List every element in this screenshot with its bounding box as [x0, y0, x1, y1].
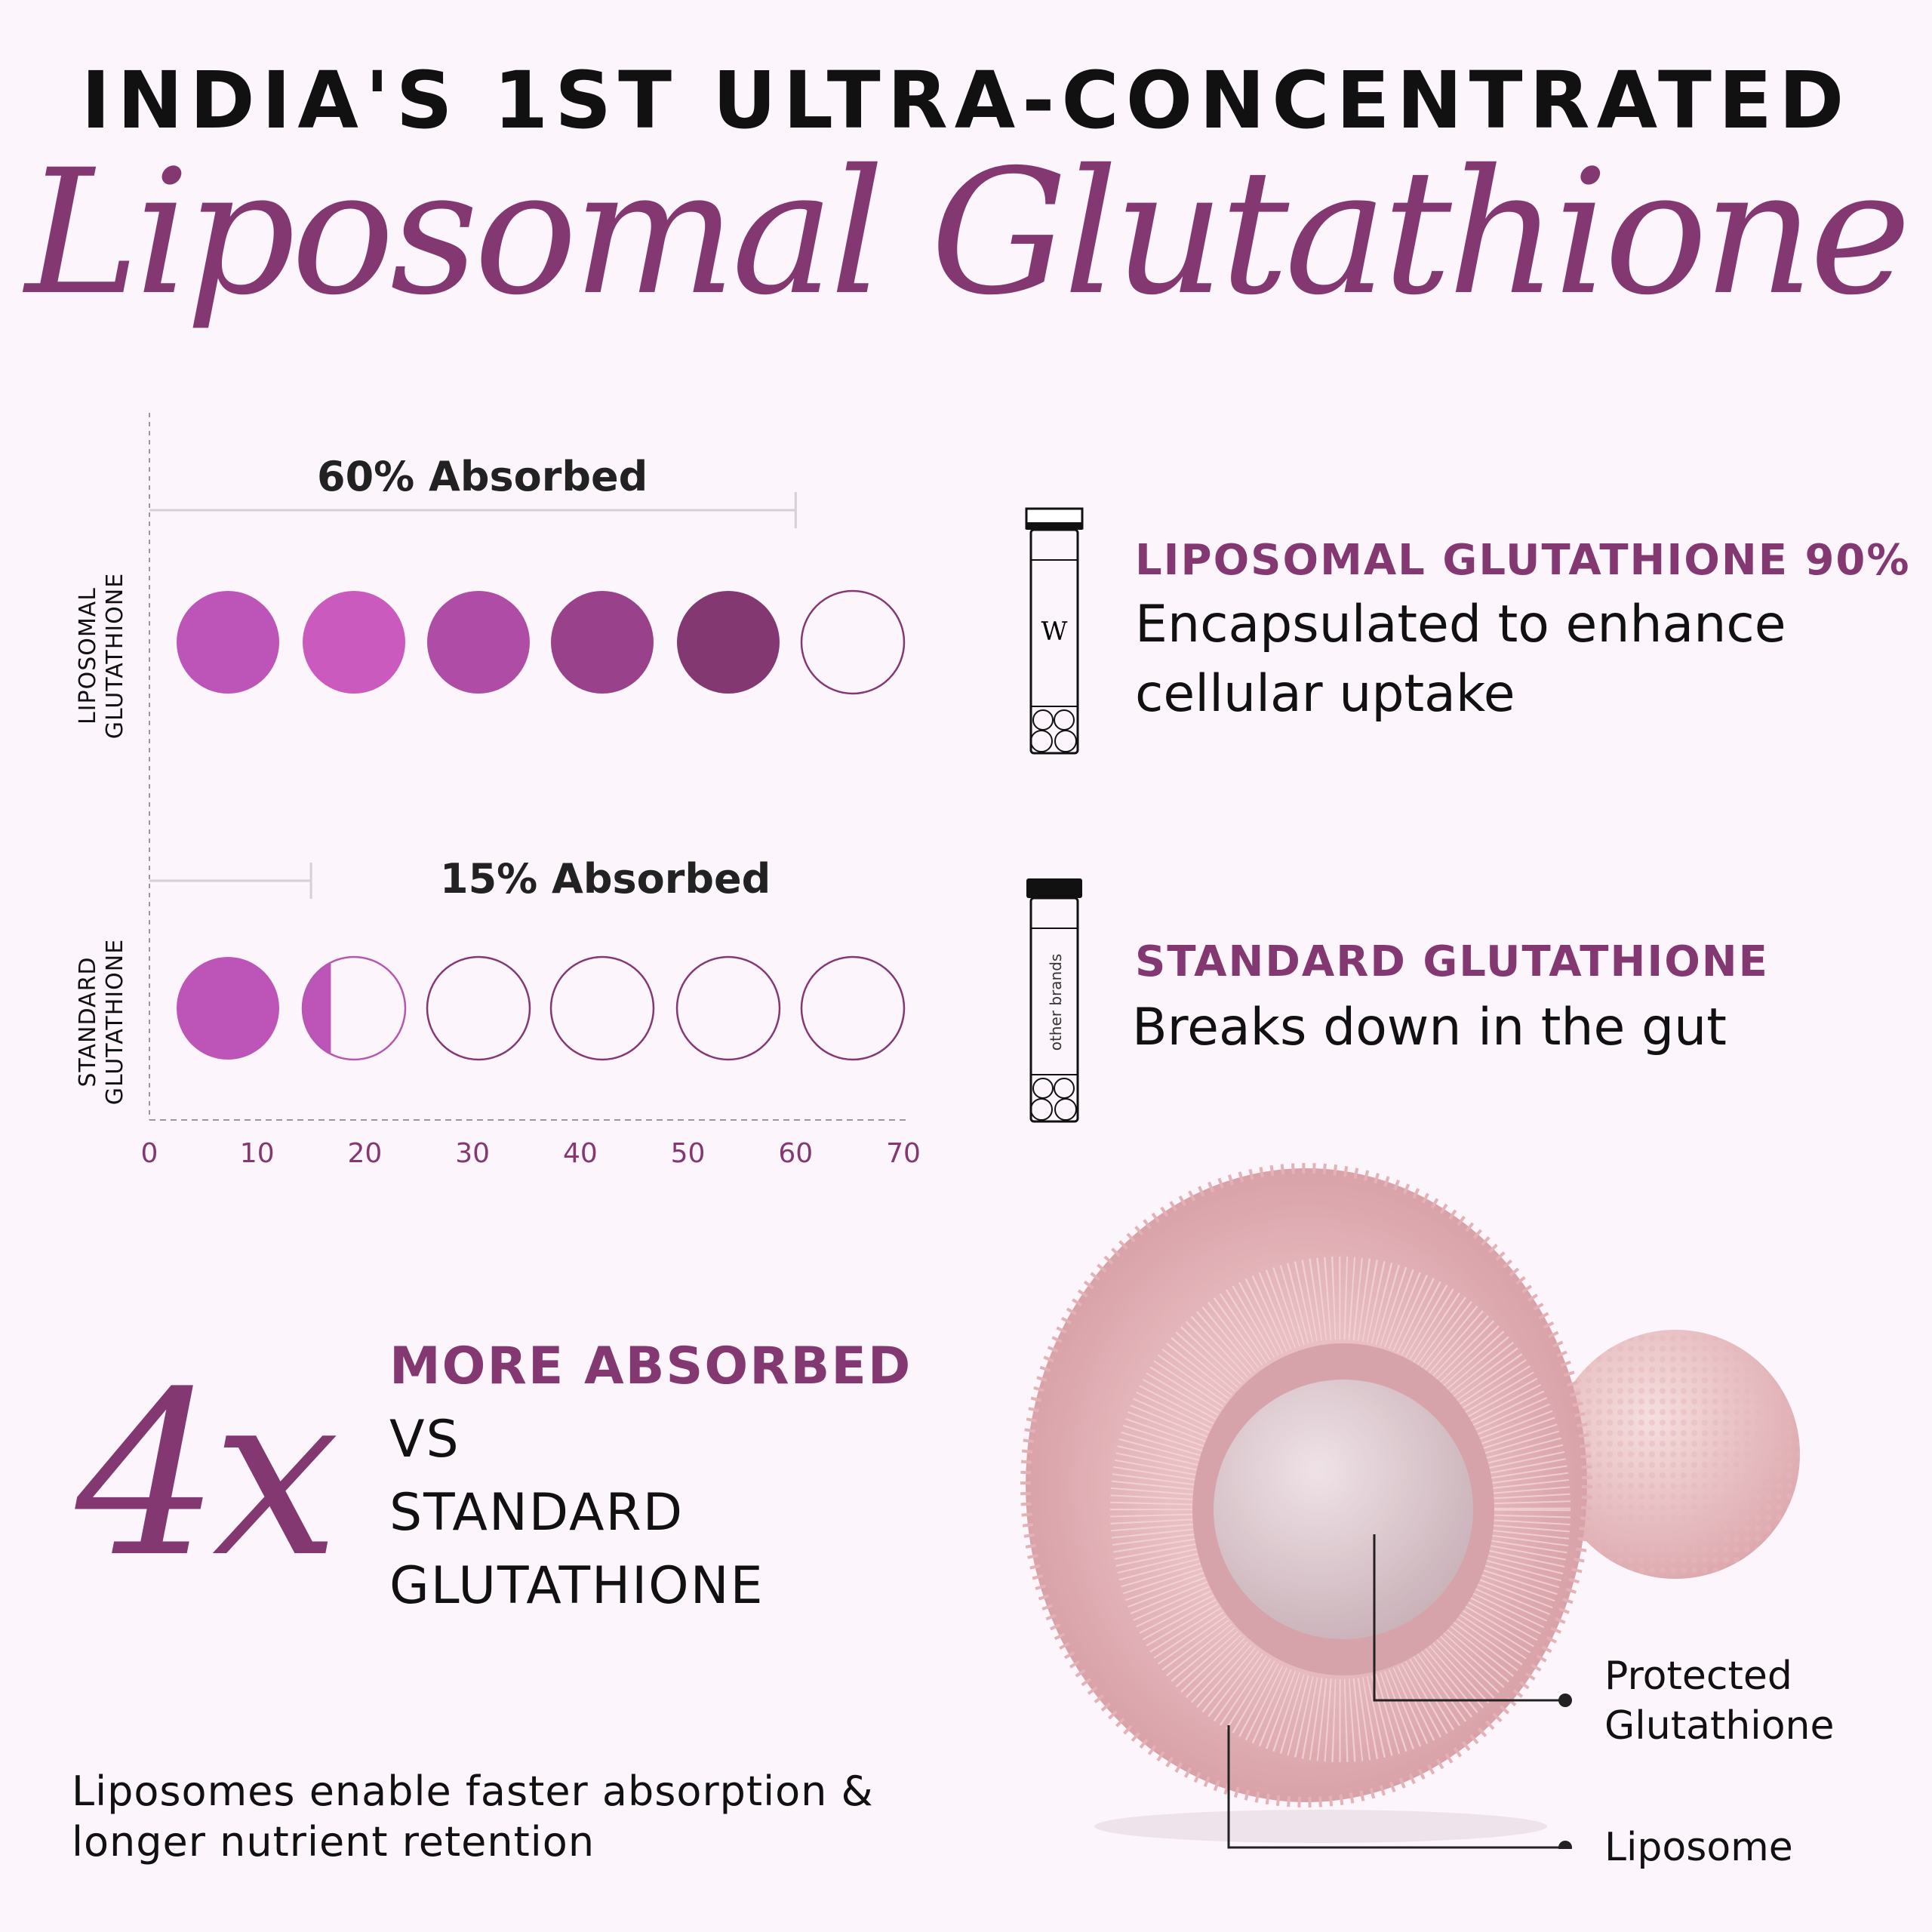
x-tick-label: 50 — [670, 1138, 706, 1169]
x-tick-label: 30 — [455, 1138, 491, 1169]
x-tick-label: 10 — [239, 1138, 275, 1169]
absorption-dot-empty — [549, 955, 655, 1061]
x-tick-label: 60 — [778, 1138, 814, 1169]
tube-label: other brands — [1047, 954, 1065, 1051]
absorption-dot-empty — [800, 589, 906, 695]
glutathione-core — [1214, 1380, 1473, 1639]
footer-line: longer nutrient retention — [72, 1818, 595, 1866]
claim-line: GLUTATHIONE — [389, 1556, 764, 1616]
standard-tube-icon: other brands — [1026, 878, 1082, 1123]
y-label-liposomal: LIPOSOMAL GLUTATHIONE — [75, 572, 128, 740]
headline: INDIA'S 1ST ULTRA-CONCENTRATED — [81, 54, 1851, 146]
x-tick-label: 40 — [562, 1138, 598, 1169]
absorption-dot-empty — [426, 955, 531, 1061]
product-title: Liposomal Glutathione — [25, 132, 1911, 333]
absorption-dot-filled — [551, 591, 654, 694]
standard-heading: STANDARD GLUTATHIONE — [1135, 937, 1769, 986]
footer-note: Liposomes enable faster absorption & lon… — [72, 1766, 874, 1867]
standard-description: Breaks down in the gut — [1132, 998, 1727, 1057]
x-tick-label: 20 — [347, 1138, 383, 1169]
absorption-chart — [149, 413, 906, 1121]
claim-line: STANDARD — [389, 1483, 685, 1543]
y-label-standard: STANDARD GLUTATHIONE — [75, 938, 128, 1106]
liposomal-description: Encapsulated to enhance cellular uptake — [1135, 590, 1786, 729]
description-line: cellular uptake — [1135, 664, 1515, 724]
x-tick-label: 70 — [886, 1138, 921, 1169]
multiplier: 4x — [75, 1343, 340, 1607]
callout-protected-glutathione: Protected Glutathione — [1604, 1651, 1835, 1751]
absorption-dot-partial — [303, 962, 331, 1054]
callout-line: Glutathione — [1604, 1703, 1835, 1749]
x-tick-label: 0 — [140, 1138, 158, 1169]
absorption-dot-filled — [427, 591, 530, 694]
absorption-dot-filled — [177, 591, 279, 694]
claim-line: VS — [389, 1410, 460, 1469]
liposomal-tube-icon: W — [1025, 507, 1084, 755]
callout-line: Protected — [1604, 1654, 1792, 1699]
absorption-dot-filled — [677, 591, 780, 694]
absorption-dot-filled — [303, 591, 405, 694]
liposomal-heading: LIPOSOMAL GLUTATHIONE 90% — [1135, 536, 1911, 585]
description-line: Encapsulated to enhance — [1135, 595, 1786, 654]
absorption-dot-empty — [800, 955, 906, 1061]
absorption-dot-filled — [177, 957, 279, 1060]
absorption-dot-empty — [301, 955, 407, 1061]
annotation-standard: 15% Absorbed — [440, 855, 771, 903]
callout-liposome: Liposome — [1604, 1825, 1793, 1870]
tube-label: W — [1041, 617, 1068, 647]
liposome-illustration — [1020, 1163, 1800, 1849]
claim-highlight: MORE ABSORBED — [389, 1337, 912, 1396]
footer-line: Liposomes enable faster absorption & — [72, 1767, 874, 1815]
annotation-liposomal: 60% Absorbed — [317, 453, 648, 500]
absorption-dot-empty — [675, 955, 781, 1061]
claim-text: MORE ABSORBED VS STANDARD GLUTATHIONE — [389, 1330, 912, 1623]
